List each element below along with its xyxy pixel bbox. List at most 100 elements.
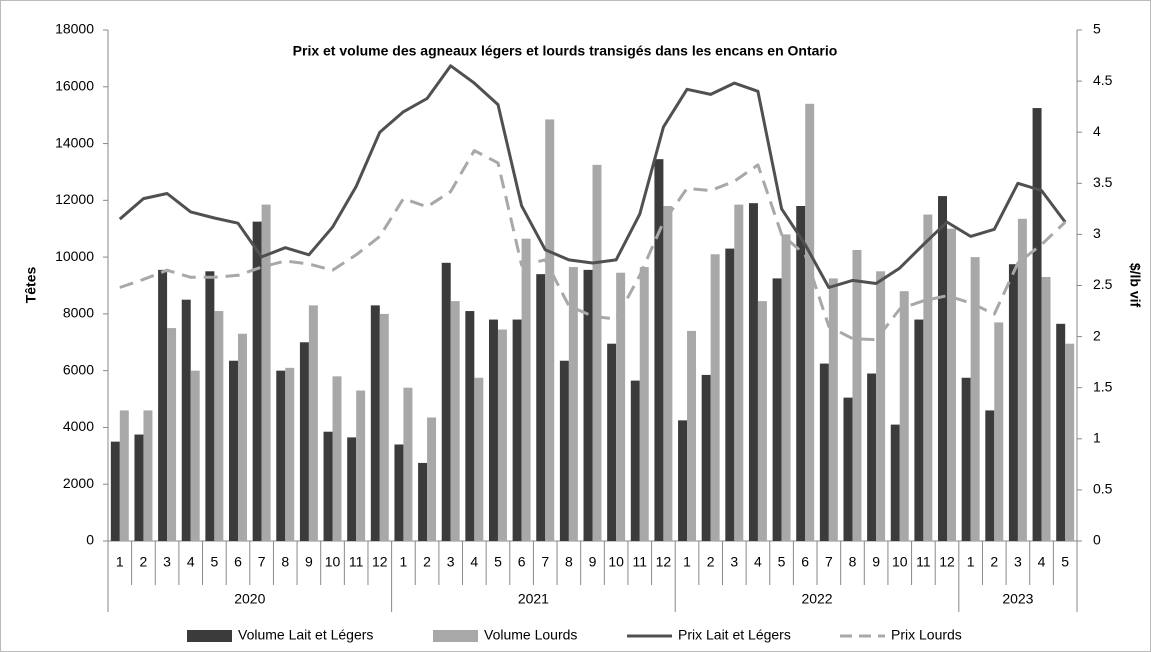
bar xyxy=(190,370,200,541)
bar xyxy=(418,462,428,541)
x-tick-label: 10 xyxy=(892,554,908,570)
legend-swatch xyxy=(187,630,232,642)
bar xyxy=(772,278,782,541)
bar xyxy=(308,305,318,541)
x-tick-label: 1 xyxy=(116,554,124,570)
x-tick-label: 3 xyxy=(1014,554,1022,570)
bar xyxy=(805,103,815,542)
bar xyxy=(119,410,129,541)
bar xyxy=(143,410,153,541)
x-tick-label: 10 xyxy=(325,554,341,570)
x-tick-label: 11 xyxy=(349,554,364,570)
bar xyxy=(867,373,877,541)
bar xyxy=(819,363,829,541)
y2-tick-label: 3 xyxy=(1093,225,1101,241)
x-tick-label: 5 xyxy=(778,554,786,570)
bar xyxy=(914,319,924,541)
y2-tick-label: 1 xyxy=(1093,430,1101,446)
bar xyxy=(616,272,626,541)
x-tick-label: 1 xyxy=(400,554,408,570)
y2-tick-label: 1.5 xyxy=(1093,378,1113,394)
legend-label: Volume Lourds xyxy=(484,627,577,643)
bar xyxy=(710,254,720,541)
y-tick-label: 16000 xyxy=(55,77,94,93)
bar xyxy=(261,204,271,541)
bar xyxy=(938,196,948,541)
bar xyxy=(970,257,980,541)
x-tick-label: 4 xyxy=(754,554,762,570)
bar xyxy=(678,420,688,541)
bar xyxy=(876,271,886,541)
legend-swatch xyxy=(433,630,478,642)
y2-tick-label: 3.5 xyxy=(1093,174,1113,190)
bar xyxy=(1056,323,1066,541)
x-tick-label: 8 xyxy=(281,554,289,570)
x-group-label: 2022 xyxy=(801,591,832,607)
bar xyxy=(701,374,711,541)
x-tick-label: 9 xyxy=(589,554,597,570)
x-group-label: 2021 xyxy=(518,591,549,607)
bar xyxy=(663,206,673,541)
y-tick-label: 10000 xyxy=(55,248,94,264)
bar xyxy=(1017,218,1027,541)
bar xyxy=(592,164,602,541)
x-group-label: 2020 xyxy=(234,591,265,607)
bar xyxy=(379,313,389,541)
x-tick-label: 2 xyxy=(707,554,715,570)
bar xyxy=(654,159,664,542)
bar xyxy=(229,360,238,541)
bar xyxy=(536,274,546,541)
bar xyxy=(781,234,791,541)
x-tick-label: 5 xyxy=(494,554,502,570)
x-tick-label: 8 xyxy=(565,554,573,570)
bar xyxy=(252,221,262,541)
bar xyxy=(488,319,498,541)
bar xyxy=(356,390,366,541)
y2-tick-label: 4 xyxy=(1093,123,1101,139)
bar xyxy=(559,360,569,541)
bar xyxy=(441,262,451,541)
legend-label: Volume Lait et Légers xyxy=(238,627,373,643)
legend-label: Prix Lourds xyxy=(891,627,962,643)
y2-tick-label: 0.5 xyxy=(1093,481,1113,497)
bar xyxy=(1008,264,1018,541)
bar xyxy=(285,367,295,541)
x-tick-label: 1 xyxy=(967,554,975,570)
x-tick-label: 12 xyxy=(939,554,955,570)
bar xyxy=(450,301,460,541)
bar xyxy=(237,333,247,541)
bar xyxy=(403,387,413,541)
x-tick-label: 11 xyxy=(916,554,931,570)
x-tick-label: 3 xyxy=(447,554,455,570)
legend-label: Prix Lait et Légers xyxy=(678,627,791,643)
bar xyxy=(923,214,933,541)
bar xyxy=(843,397,853,541)
bar xyxy=(607,343,617,541)
bar xyxy=(994,322,1004,541)
bar xyxy=(205,271,215,541)
x-tick-label: 3 xyxy=(730,554,738,570)
bar xyxy=(899,291,909,541)
bar xyxy=(167,328,177,541)
bar xyxy=(323,431,333,541)
bar xyxy=(890,424,900,541)
y-tick-label: 8000 xyxy=(63,305,94,321)
bar xyxy=(748,203,758,541)
x-tick-label: 8 xyxy=(849,554,857,570)
bar xyxy=(852,250,862,541)
x-tick-label: 4 xyxy=(470,554,478,570)
y-tick-label: 0 xyxy=(86,532,94,548)
bar xyxy=(299,342,309,541)
bar xyxy=(427,417,437,541)
bar xyxy=(110,441,120,541)
x-tick-label: 9 xyxy=(305,554,313,570)
x-tick-label: 1 xyxy=(683,554,691,570)
bar xyxy=(512,319,522,541)
bar xyxy=(757,301,767,541)
x-tick-label: 5 xyxy=(1061,554,1069,570)
bar xyxy=(687,330,697,541)
y-tick-label: 18000 xyxy=(55,21,94,37)
y-tick-label: 14000 xyxy=(55,134,94,150)
bar xyxy=(734,204,744,541)
